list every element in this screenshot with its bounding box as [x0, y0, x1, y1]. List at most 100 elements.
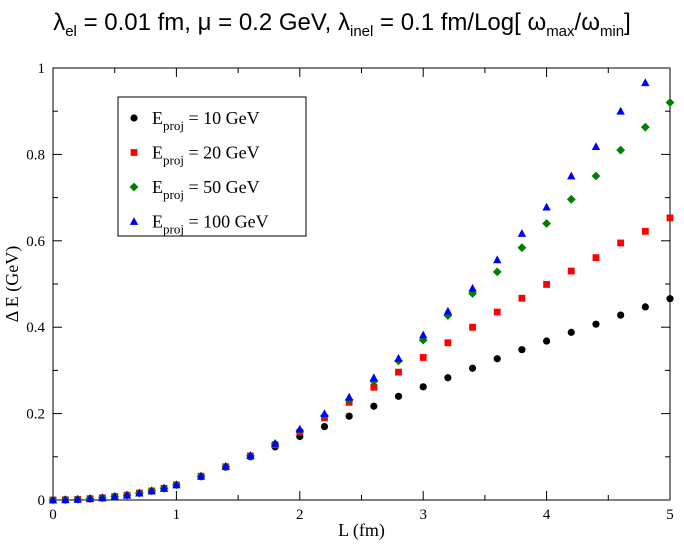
data-point	[196, 471, 206, 480]
data-point	[85, 494, 95, 503]
data-point	[591, 171, 601, 181]
y-tick-label: 0.4	[26, 320, 45, 336]
data-point	[98, 493, 107, 502]
data-point	[617, 239, 625, 247]
data-point	[394, 392, 403, 400]
legend-label: Eproj = 100 GeV	[152, 212, 269, 237]
data-point	[616, 106, 625, 115]
y-tick-label: 0.6	[26, 234, 45, 250]
data-point	[567, 171, 576, 180]
data-point	[468, 283, 477, 292]
legend: Eproj = 10 GeV Eproj = 20 GeV Eproj = 50 G…	[117, 96, 307, 237]
title-segment-4: = 0.1 fm/Log[ ω	[373, 9, 546, 36]
legend-label: Eproj = 20 GeV	[152, 143, 260, 168]
data-point	[641, 303, 649, 311]
data-point	[320, 409, 329, 417]
data-point	[517, 229, 527, 237]
data-point	[122, 490, 132, 499]
chart-title: λel = 0.01 fm, μ = 0.2 GeV, λinel = 0.1 …	[53, 9, 631, 40]
data-point	[567, 267, 575, 275]
x-tick-label: 4	[543, 507, 551, 523]
data-point	[518, 294, 526, 302]
data-point	[394, 353, 403, 362]
legend-marker	[129, 217, 139, 225]
x-tick-label: 0	[49, 507, 57, 523]
data-point	[592, 254, 600, 262]
data-point	[135, 488, 144, 497]
data-point	[221, 461, 230, 470]
title-segment-3: inel	[350, 23, 373, 40]
title-segment-2: = 0.01 fm, μ = 0.2 GeV, λ	[77, 9, 350, 36]
x-axis-label: L (fm)	[338, 520, 385, 541]
data-point	[640, 122, 650, 132]
data-point	[641, 227, 649, 235]
x-tick-label: 2	[296, 507, 304, 523]
data-point	[468, 364, 477, 372]
data-point	[246, 451, 255, 459]
data-point	[110, 492, 119, 500]
data-point	[666, 295, 674, 303]
data-point	[61, 495, 70, 504]
data-point	[543, 281, 550, 288]
data-point	[295, 424, 304, 433]
data-point	[517, 243, 527, 253]
title-segment-1: el	[65, 23, 77, 40]
legend-marker	[129, 182, 139, 192]
data-point	[344, 392, 354, 401]
title-segment-7: min	[600, 23, 624, 40]
y-tick-label: 0	[38, 493, 46, 509]
data-point	[616, 145, 626, 155]
data-point	[542, 202, 551, 211]
data-point	[493, 255, 502, 264]
data-point	[591, 142, 601, 151]
title-segment-5: max	[546, 23, 575, 40]
data-point	[641, 78, 650, 87]
y-tick-label: 0.8	[26, 147, 45, 163]
y-axis-label: Δ E (GeV)	[2, 246, 23, 323]
data-point	[370, 383, 378, 391]
data-point	[493, 308, 501, 316]
title-segment-0: λ	[53, 9, 65, 36]
data-point	[270, 439, 280, 447]
x-tick-label: 3	[419, 507, 427, 523]
legend-label: Eproj = 10 GeV	[152, 108, 260, 133]
data-point	[345, 412, 353, 420]
legend-marker	[130, 149, 138, 156]
data-point	[320, 422, 329, 431]
data-point	[419, 354, 427, 361]
data-point	[48, 495, 58, 504]
data-point	[443, 311, 453, 320]
data-point	[518, 346, 526, 354]
data-point	[542, 219, 551, 228]
legend-label: Eproj = 50 GeV	[152, 177, 260, 202]
data-point	[444, 374, 452, 382]
data-point	[493, 355, 501, 363]
data-point	[617, 311, 625, 319]
data-point	[395, 368, 402, 376]
data-point	[73, 494, 82, 503]
legend-box	[117, 96, 307, 237]
data-point	[444, 339, 452, 347]
data-point	[543, 337, 551, 345]
title-segment-8: ]	[624, 9, 631, 36]
data-point	[666, 214, 674, 222]
series-triangle	[48, 78, 650, 504]
data-point	[592, 320, 600, 328]
data-point	[566, 194, 576, 204]
data-point	[369, 373, 379, 382]
data-point	[159, 483, 169, 492]
data-point	[665, 98, 675, 107]
title-segment-6: /ω	[575, 9, 600, 36]
data-point	[567, 328, 575, 336]
data-point	[419, 330, 428, 339]
legend-marker	[130, 114, 138, 122]
axes: 0 1 2 3 4 5 0 0.2 0.4 0.6 0.8 1	[26, 61, 674, 523]
x-tick-label: 1	[173, 507, 181, 523]
data-point	[172, 480, 181, 489]
y-tick-label: 1	[38, 61, 46, 77]
data-point	[147, 486, 156, 495]
data-point	[370, 402, 378, 410]
x-tick-label: 5	[666, 507, 674, 523]
